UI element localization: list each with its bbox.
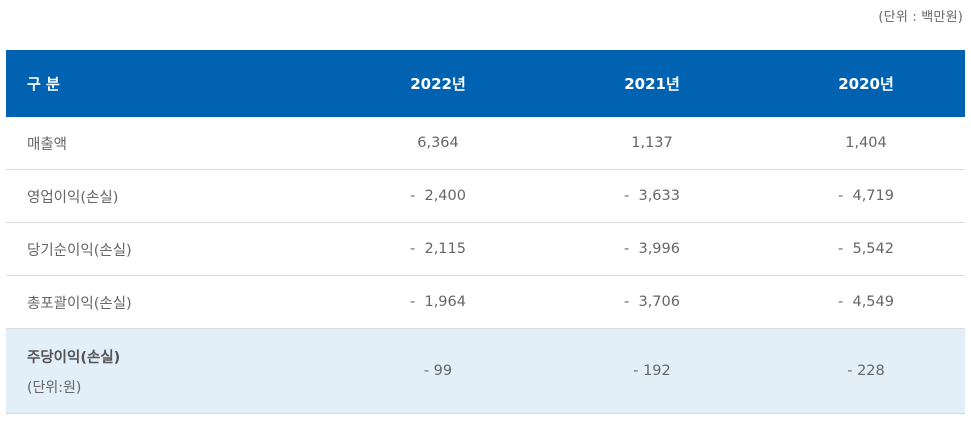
eps-value-2022: - 99 [423,363,453,379]
row-value-2021: - 3,633 [624,188,680,204]
unit-note: (단위 : 백만원) [878,10,963,25]
table-row: 당기순이익(손실) - 2,115 - 3,996 - 5,542 [6,223,965,276]
row-value-2022: - 2,400 [410,188,466,204]
row-value-2022: - 2,115 [410,241,466,257]
row-value-2021: 1,137 [631,135,673,151]
row-value-2020: 1,404 [845,135,887,151]
row-value-2021: - 3,706 [624,294,680,310]
eps-label: 주당이익(손실) [27,349,121,366]
table-row: 영업이익(손실) - 2,400 - 3,633 - 4,719 [6,170,965,223]
row-label: 영업이익(손실) [27,189,119,206]
eps-row: 주당이익(손실) (단위:원) - 99 - 192 - 228 [6,329,965,414]
row-label: 당기순이익(손실) [27,242,132,259]
eps-value-2020: - 228 [847,363,885,379]
table-row: 총포괄이익(손실) - 1,964 - 3,706 - 4,549 [6,276,965,329]
row-value-2022: - 1,964 [410,294,466,310]
row-value-2022: 6,364 [417,135,459,151]
row-value-2021: - 3,996 [624,241,680,257]
header-year-2020: 2020년 [838,75,894,93]
eps-value-2021: - 192 [633,363,671,379]
eps-label-cell: 주당이익(손실) (단위:원) [6,346,236,397]
row-label: 총포괄이익(손실) [27,295,132,312]
eps-unit-label: (단위:원) [27,379,82,396]
header-year-2022: 2022년 [410,75,466,93]
financial-table: 구 분 2022년 2021년 2020년 매출액 6,364 1,137 1,… [6,50,965,414]
row-value-2020: - 4,719 [838,188,894,204]
row-value-2020: - 4,549 [838,294,894,310]
table-row: 매출액 6,364 1,137 1,404 [6,117,965,170]
header-year-2021: 2021년 [624,75,680,93]
row-label: 매출액 [27,136,68,153]
table-header-row: 구 분 2022년 2021년 2020년 [6,50,965,117]
header-category: 구 분 [27,75,60,93]
row-value-2020: - 5,542 [838,241,894,257]
